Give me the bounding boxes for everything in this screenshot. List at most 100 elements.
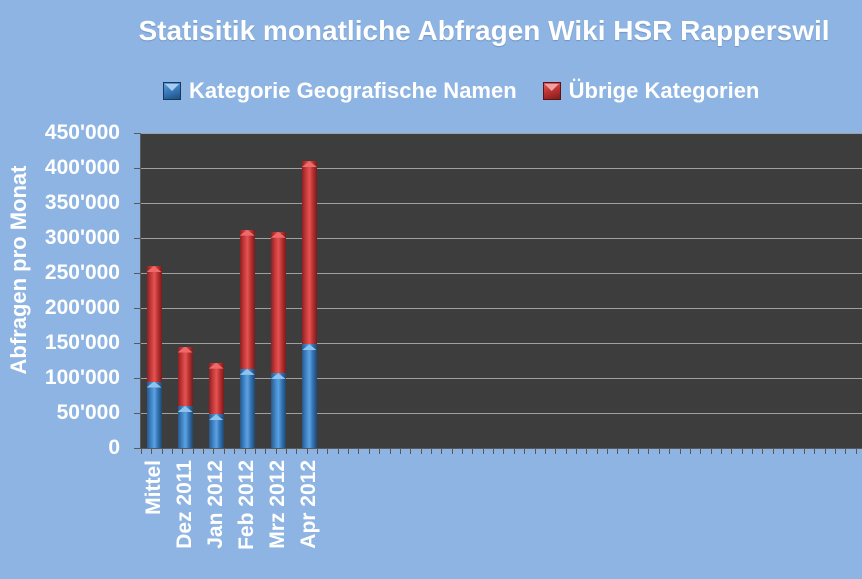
y-axis-tick-label: 150'000: [44, 331, 120, 354]
y-axis-tick: [134, 378, 141, 379]
x-axis-tick: [783, 449, 784, 454]
x-axis-tick: [213, 449, 214, 454]
x-axis-tick: [514, 449, 515, 454]
y-axis-tick-label: 50'000: [56, 401, 120, 424]
bar-segment-uebrige-kategorien: [239, 229, 255, 369]
x-axis-tick: [441, 449, 442, 454]
legend-label-geografische-namen: Kategorie Geografische Namen: [189, 78, 517, 103]
bar-cap-highlight: [177, 406, 193, 412]
x-axis-tick: [172, 449, 173, 454]
x-axis-tick: [452, 449, 453, 454]
y-axis-tick: [134, 273, 141, 274]
y-axis-tick: [134, 343, 141, 344]
bar-segment-geografische-namen: [239, 368, 255, 448]
bar-cap-highlight: [146, 381, 162, 388]
x-axis-tick: [245, 449, 246, 454]
gridline: [141, 203, 862, 204]
x-axis-tick: [669, 449, 670, 454]
y-axis-tick-label: 100'000: [44, 366, 120, 389]
bar-segment-uebrige-kategorien: [208, 362, 224, 415]
plot-area: [141, 133, 862, 448]
x-axis-tick: [524, 449, 525, 454]
x-axis-tick: [700, 449, 701, 454]
y-axis-tick: [134, 133, 141, 134]
x-axis-category-label: Mittel: [142, 460, 165, 515]
x-axis-tick: [317, 449, 318, 454]
x-axis-tick: [659, 449, 660, 454]
x-axis-tick: [586, 449, 587, 454]
bar-cap-highlight: [301, 161, 317, 167]
x-axis-tick: [742, 449, 743, 454]
x-axis-tick: [296, 449, 297, 454]
x-axis-category-label: Mrz 2012: [266, 460, 290, 549]
legend-label-uebrige-kategorien: Übrige Kategorien: [568, 78, 760, 103]
x-axis-tick: [566, 449, 567, 454]
bar-segment-uebrige-kategorien: [270, 231, 286, 374]
x-axis-tick: [638, 449, 639, 454]
x-axis-tick: [680, 449, 681, 454]
y-axis-tick-label: 300'000: [44, 226, 120, 249]
x-axis-tick: [431, 449, 432, 454]
x-axis-tick: [545, 449, 546, 454]
gridline: [141, 133, 862, 134]
x-axis-tick: [690, 449, 691, 454]
bar-cap-highlight: [239, 368, 255, 375]
x-axis-tick: [617, 449, 618, 454]
x-axis-tick: [421, 449, 422, 454]
x-axis-tick: [607, 449, 608, 454]
x-axis-category-label: Apr 2012: [297, 460, 321, 549]
x-axis-tick: [265, 449, 266, 454]
x-axis-category-label: Dez 2011: [173, 460, 197, 549]
bar-segment-geografische-namen: [270, 373, 286, 448]
x-axis-line: [140, 448, 862, 449]
legend-item-uebrige-kategorien: Übrige Kategorien: [542, 78, 760, 104]
x-axis-tick: [182, 449, 183, 454]
x-axis-tick: [814, 449, 815, 454]
y-axis-tick: [134, 238, 141, 239]
x-axis-tick: [576, 449, 577, 454]
x-axis-tick: [348, 449, 349, 454]
gridline: [141, 238, 862, 239]
x-axis-tick: [162, 449, 163, 454]
gridline: [141, 168, 862, 169]
y-axis-tick-label: 450'000: [44, 121, 120, 144]
x-axis-tick: [327, 449, 328, 454]
x-axis-tick: [255, 449, 256, 454]
y-axis-tick: [134, 413, 141, 414]
y-axis-tick: [134, 168, 141, 169]
x-axis-tick: [856, 449, 857, 454]
bar-cap-highlight: [146, 266, 162, 272]
y-axis-tick-label: 200'000: [44, 296, 120, 319]
y-axis-tick: [134, 308, 141, 309]
x-axis-tick: [379, 449, 380, 454]
x-axis-tick: [804, 449, 805, 454]
x-axis-tick: [338, 449, 339, 454]
x-axis-tick: [410, 449, 411, 454]
x-axis-tick: [358, 449, 359, 454]
bar-cap-highlight: [208, 414, 224, 421]
bar-cap-highlight: [270, 373, 286, 380]
x-axis-tick: [400, 449, 401, 454]
x-axis-tick: [752, 449, 753, 454]
bar-segment-geografische-namen: [301, 344, 317, 448]
x-axis-tick: [555, 449, 556, 454]
x-axis-tick: [648, 449, 649, 454]
x-axis-tick: [483, 449, 484, 454]
bar-cap-highlight: [301, 344, 317, 351]
x-axis-tick: [773, 449, 774, 454]
bar-segment-uebrige-kategorien: [146, 266, 162, 382]
x-axis-tick: [472, 449, 473, 454]
y-axis-tick: [134, 203, 141, 204]
gridline: [141, 413, 862, 414]
x-axis-tick: [597, 449, 598, 454]
x-axis-tick: [141, 449, 142, 454]
x-axis-tick: [203, 449, 204, 454]
x-axis-tick: [224, 449, 225, 454]
chart-title: Statisitik monatliche Abfragen Wiki HSR …: [138, 15, 830, 46]
x-axis-tick: [845, 449, 846, 454]
x-axis-tick: [503, 449, 504, 454]
y-axis-line: [140, 133, 141, 449]
x-axis-tick: [307, 449, 308, 454]
legend: Kategorie Geografische Namen Übrige Kate…: [163, 78, 759, 104]
